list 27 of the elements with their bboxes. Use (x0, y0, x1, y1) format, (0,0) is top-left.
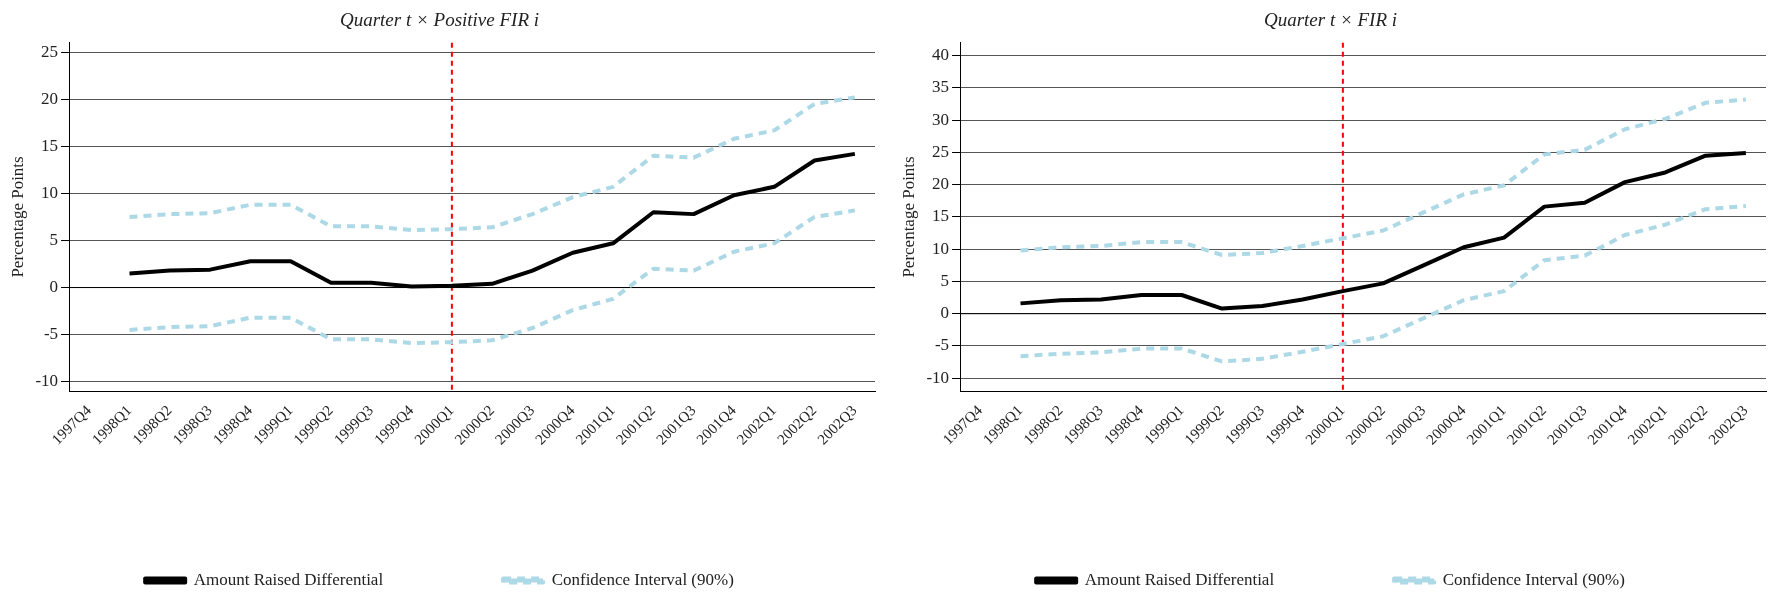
y-tick-label: 20 (932, 174, 950, 194)
y-tick-label: -5 (934, 335, 950, 355)
y-tick-label: -10 (926, 367, 950, 387)
y-tick-label: 15 (932, 206, 950, 226)
legend-label: Amount Raised Differential (193, 569, 384, 589)
y-tick-label: 25 (932, 141, 950, 161)
y-tick-label: 0 (940, 303, 950, 323)
y-tick-label: 30 (932, 109, 950, 129)
chart-title: Quarter t × Positive FIR i (339, 9, 540, 31)
y-tick-label: 10 (41, 182, 59, 202)
y-tick-label: 5 (49, 229, 59, 249)
y-tick-label: 15 (41, 135, 59, 155)
y-tick-label: 5 (940, 270, 950, 290)
y-tick-label: 20 (41, 88, 59, 108)
y-tick-label: -5 (43, 324, 59, 344)
chart-title: Quarter t × FIR i (1263, 9, 1398, 31)
y-tick-label: 10 (932, 238, 950, 258)
legend-label: Confidence Interval (90%) (1442, 569, 1625, 589)
y-tick-label: 35 (932, 77, 950, 97)
y-tick-label: 0 (49, 277, 59, 297)
y-axis-title: Percentage Points (7, 156, 27, 278)
legend-label: Confidence Interval (90%) (551, 569, 734, 589)
y-tick-label: 25 (41, 41, 59, 61)
y-tick-label: -10 (35, 371, 59, 391)
legend-label: Amount Raised Differential (1084, 569, 1275, 589)
y-tick-label: 40 (932, 45, 950, 65)
y-axis-title: Percentage Points (898, 156, 918, 278)
